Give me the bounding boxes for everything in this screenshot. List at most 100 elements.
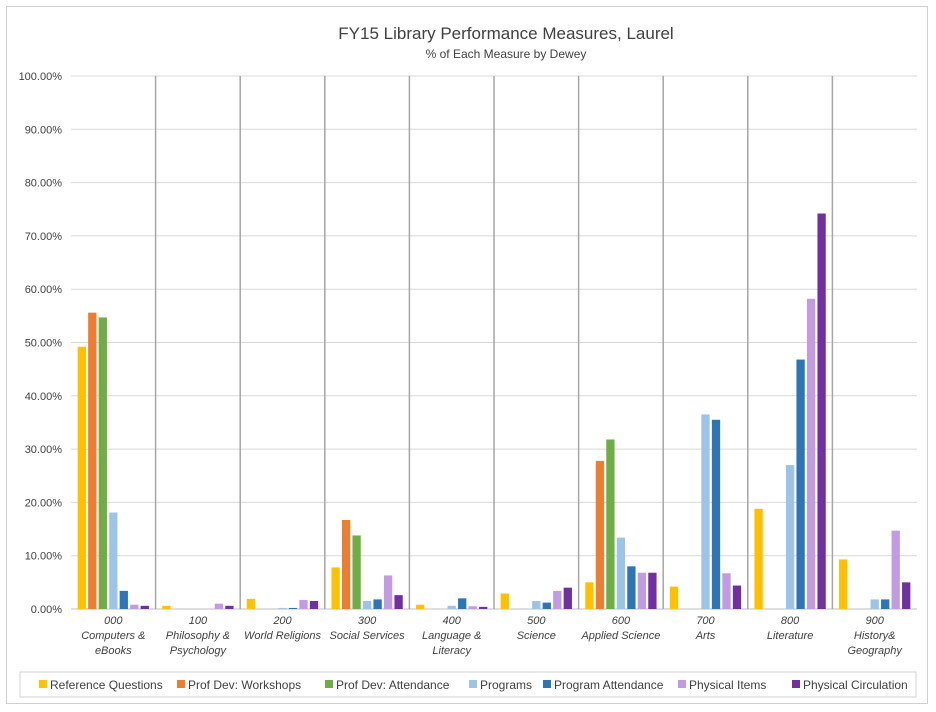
bar: [806, 298, 816, 609]
chart-svg: FY15 Library Performance Measures, Laure…: [19, 24, 917, 698]
x-tick-label: Science: [517, 630, 556, 642]
bar: [309, 601, 319, 609]
legend-swatch: [39, 680, 47, 688]
bar: [416, 604, 425, 609]
x-tick-label: World Religions: [244, 630, 322, 642]
y-tick-label: 70.00%: [25, 231, 63, 243]
x-tick-label: 600: [612, 615, 631, 627]
bar: [119, 590, 128, 609]
bar: [796, 359, 805, 609]
x-tick-label: eBooks: [95, 645, 132, 657]
y-tick-label: 30.00%: [25, 444, 63, 456]
bar: [891, 530, 900, 609]
x-tick-label: 900: [866, 615, 885, 627]
bar: [246, 598, 256, 609]
legend-box: [19, 671, 917, 698]
x-tick-layer: 000 Computers & eBooks 100 Philosophy & Psych…: [81, 615, 903, 657]
x-tick-label: 700: [696, 615, 715, 627]
legend-label: Physical Circulation: [803, 678, 908, 692]
bar: [130, 604, 139, 609]
bar: [711, 419, 721, 609]
grid-layer: 0.00% 10.00% 20.00% 30.00% 40.00% 50.00% 60.00…: [19, 71, 917, 616]
y-tick-label: 90.00%: [25, 124, 63, 136]
bar: [595, 460, 605, 609]
x-tick-label: 500: [527, 615, 546, 627]
legend-swatch: [325, 680, 333, 688]
y-tick-label: 0.00%: [31, 604, 62, 616]
legend-swatch: [177, 680, 185, 688]
bar: [542, 602, 551, 609]
x-tick-label: 000: [104, 615, 123, 627]
x-tick-label: 400: [443, 615, 462, 627]
bar: [214, 603, 224, 609]
legend-label: Reference Questions: [50, 678, 163, 692]
bar: [500, 593, 509, 609]
bar: [362, 601, 372, 609]
bar: [637, 572, 647, 609]
bar: [606, 439, 615, 609]
bar: [563, 587, 572, 609]
y-tick-label: 100.00%: [19, 71, 63, 83]
bar: [870, 599, 879, 609]
bar: [479, 606, 488, 609]
chart-title: FY15 Library Performance Measures, Laure…: [338, 24, 673, 43]
bar: [468, 606, 477, 609]
bar: [278, 607, 287, 609]
x-tick-label: Literature: [767, 630, 813, 642]
y-tick-label: 80.00%: [25, 178, 63, 190]
bar: [341, 519, 351, 609]
bar: [701, 414, 710, 609]
bar: [616, 537, 626, 609]
bar: [447, 605, 456, 609]
bar: [394, 595, 403, 609]
bar: [669, 586, 679, 609]
chart-frame: FY15 Library Performance Measures, Laure…: [6, 6, 928, 704]
bar: [109, 512, 118, 609]
x-tick-label: 100: [189, 615, 208, 627]
x-tick-label: Psychology: [170, 645, 228, 657]
x-tick-label: Language &: [422, 630, 481, 642]
x-tick-label: Geography: [847, 645, 903, 657]
legend-swatch: [678, 680, 686, 688]
x-tick-label: History&: [854, 630, 896, 642]
y-tick-label: 50.00%: [25, 338, 63, 350]
bar: [140, 605, 149, 609]
bar: [817, 213, 826, 609]
bar: [225, 605, 234, 609]
x-tick-label: 200: [272, 615, 292, 627]
x-tick-label: Computers &: [81, 630, 145, 642]
bar: [732, 585, 742, 609]
x-tick-label: Social Services: [329, 630, 405, 642]
legend-label: Programs: [480, 678, 532, 692]
bar: [881, 599, 890, 609]
x-tick-label: 300: [358, 615, 377, 627]
bar: [383, 575, 393, 609]
bar: [98, 317, 107, 609]
legend-swatch: [792, 680, 800, 688]
legend: Reference Questions Prof Dev: Workshops Pr…: [39, 678, 908, 692]
bar: [627, 566, 636, 609]
bar: [585, 582, 594, 609]
legend-label: Physical Items: [689, 678, 766, 692]
y-tick-label: 40.00%: [25, 391, 63, 403]
chart-subtitle: % of Each Measure by Dewey: [426, 47, 587, 61]
bar: [754, 508, 763, 609]
bar: [839, 559, 848, 609]
x-tick-label: Philosophy &: [166, 630, 230, 642]
bar: [162, 605, 171, 609]
x-tick-label: Applied Science: [580, 630, 660, 642]
y-tick-label: 10.00%: [25, 551, 63, 563]
bar: [785, 465, 795, 609]
bar: [373, 599, 382, 609]
bar: [902, 582, 911, 609]
legend-label: Prof Dev: Attendance: [336, 678, 450, 692]
legend-swatch: [543, 680, 551, 688]
bar: [288, 607, 298, 609]
bar: [77, 346, 86, 609]
x-tick-label: 800: [781, 615, 800, 627]
bar: [352, 535, 361, 609]
y-tick-label: 60.00%: [25, 284, 63, 296]
bar: [88, 312, 97, 609]
y-tick-label: 20.00%: [25, 497, 63, 509]
bar: [458, 598, 467, 609]
